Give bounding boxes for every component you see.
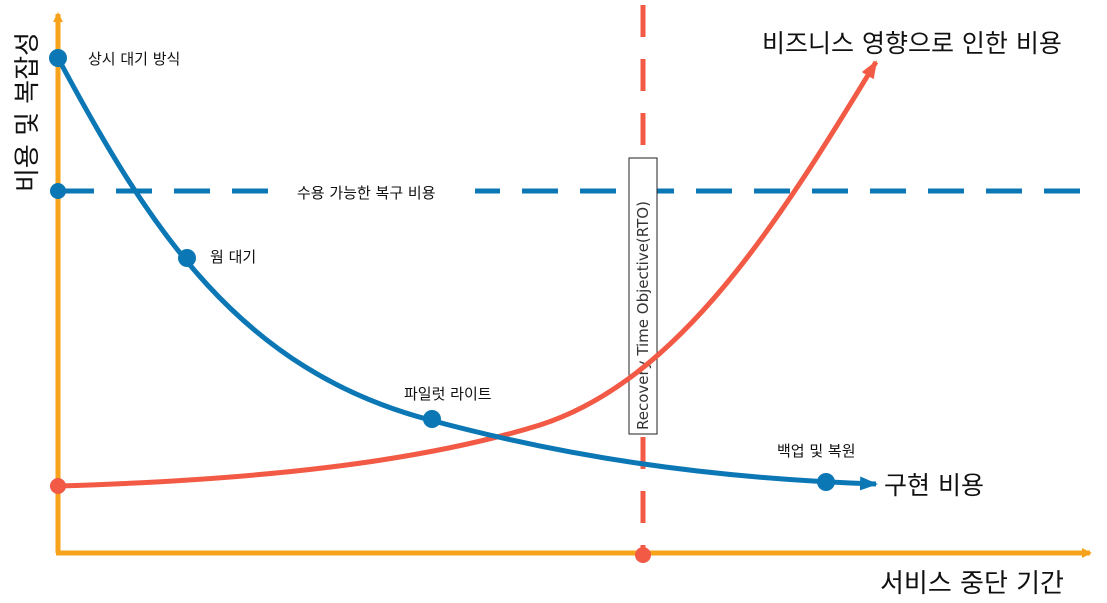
x-axis-label: 서비스 중단 기간 bbox=[880, 569, 1064, 599]
multi-site-label: 상시 대기 방식 bbox=[88, 50, 180, 68]
implementation-cost-label: 구현 비용 bbox=[884, 471, 984, 500]
business-impact-label: 비즈니스 영향으로 인한 비용 bbox=[762, 29, 1062, 58]
business-impact-start-marker bbox=[50, 478, 66, 494]
multi-site-marker bbox=[49, 49, 67, 67]
y-axis-label: 비용 및 복잡성 bbox=[13, 32, 43, 192]
pilot-light-label: 파일럿 라이트 bbox=[404, 385, 492, 403]
pilot-light-marker bbox=[423, 410, 441, 428]
acceptable-cost-label-bg bbox=[275, 176, 475, 206]
rto-marker bbox=[635, 547, 651, 563]
warm-standby-marker bbox=[178, 249, 196, 267]
rto-label-bg bbox=[628, 157, 658, 435]
backup-restore-marker bbox=[817, 473, 835, 491]
rto-label: Recovery Time Objective(RTO) bbox=[634, 201, 652, 430]
business-impact-curve bbox=[57, 60, 879, 489]
acceptable-cost-label: 수용 가능한 복구 비용 bbox=[297, 184, 436, 202]
backup-restore-label: 백업 및 복원 bbox=[777, 442, 856, 460]
warm-standby-label: 웜 대기 bbox=[210, 248, 256, 266]
acceptable-cost-marker bbox=[50, 183, 66, 199]
implementation-cost-curve bbox=[55, 56, 878, 491]
